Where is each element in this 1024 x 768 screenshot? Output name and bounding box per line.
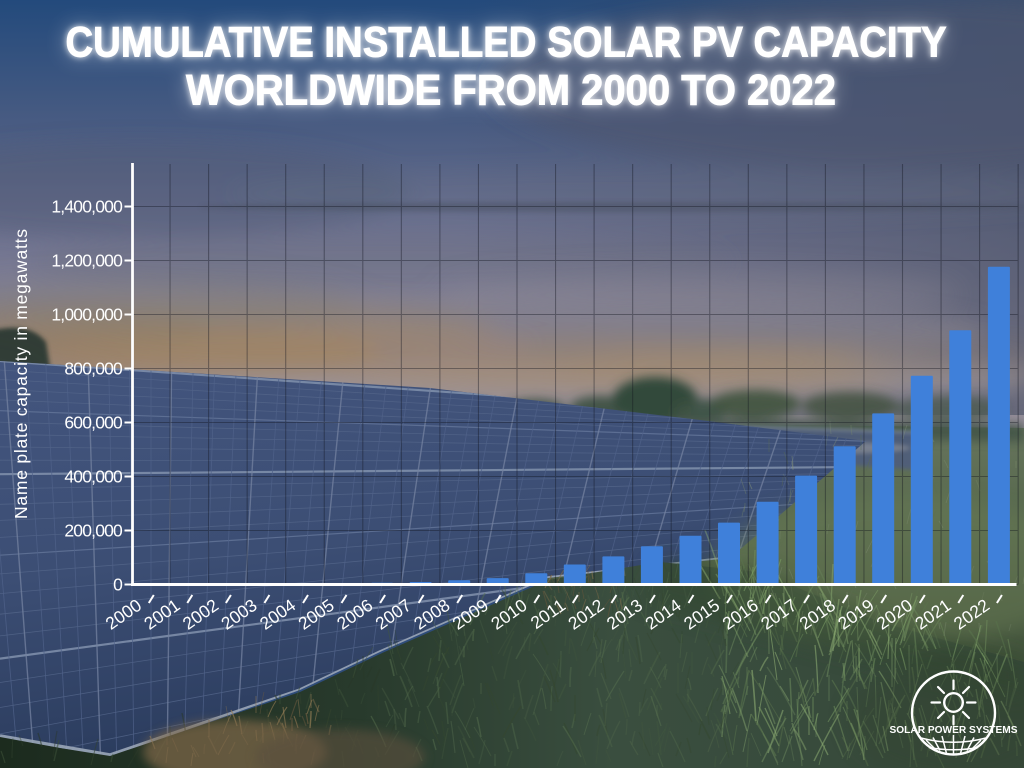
svg-text:2005: 2005 bbox=[294, 595, 337, 634]
svg-text:2011: 2011 bbox=[527, 595, 569, 633]
svg-text:2009: 2009 bbox=[449, 595, 492, 634]
svg-text:2012: 2012 bbox=[564, 595, 607, 634]
svg-text:2019: 2019 bbox=[834, 595, 877, 634]
svg-text:800,000: 800,000 bbox=[64, 359, 123, 379]
svg-text:2014: 2014 bbox=[641, 595, 685, 634]
svg-text:2004: 2004 bbox=[256, 595, 300, 634]
svg-text:2008: 2008 bbox=[410, 595, 453, 634]
svg-text:2000: 2000 bbox=[102, 595, 146, 634]
svg-text:2002: 2002 bbox=[179, 595, 222, 634]
svg-text:1,200,000: 1,200,000 bbox=[51, 251, 123, 271]
svg-text:2013: 2013 bbox=[603, 595, 646, 634]
svg-text:1,400,000: 1,400,000 bbox=[51, 197, 123, 217]
svg-text:Name plate capacity in megawat: Name plate capacity in megawatts bbox=[11, 229, 31, 519]
svg-text:SOLAR POWER SYSTEMS: SOLAR POWER SYSTEMS bbox=[890, 725, 1018, 736]
svg-text:2022: 2022 bbox=[950, 595, 993, 634]
svg-text:WORLDWIDE FROM 2000 TO 2022: WORLDWIDE FROM 2000 TO 2022 bbox=[186, 68, 836, 115]
svg-text:2016: 2016 bbox=[719, 595, 762, 634]
svg-text:2018: 2018 bbox=[796, 595, 839, 634]
svg-text:0: 0 bbox=[113, 575, 123, 595]
svg-text:400,000: 400,000 bbox=[64, 467, 123, 487]
svg-text:2001: 2001 bbox=[140, 595, 183, 634]
svg-text:2007: 2007 bbox=[372, 595, 415, 634]
svg-text:200,000: 200,000 bbox=[64, 521, 123, 541]
svg-text:2010: 2010 bbox=[487, 595, 531, 634]
svg-text:CUMULATIVE INSTALLED SOLAR PV: CUMULATIVE INSTALLED SOLAR PV CAPACITY bbox=[66, 20, 947, 67]
svg-text:2015: 2015 bbox=[680, 595, 723, 634]
svg-text:2021: 2021 bbox=[911, 595, 954, 634]
svg-text:2017: 2017 bbox=[757, 595, 800, 634]
svg-text:600,000: 600,000 bbox=[64, 413, 123, 433]
svg-text:2003: 2003 bbox=[217, 595, 260, 634]
svg-text:2020: 2020 bbox=[873, 595, 917, 634]
svg-text:2006: 2006 bbox=[333, 595, 376, 634]
svg-text:1,000,000: 1,000,000 bbox=[51, 305, 123, 325]
